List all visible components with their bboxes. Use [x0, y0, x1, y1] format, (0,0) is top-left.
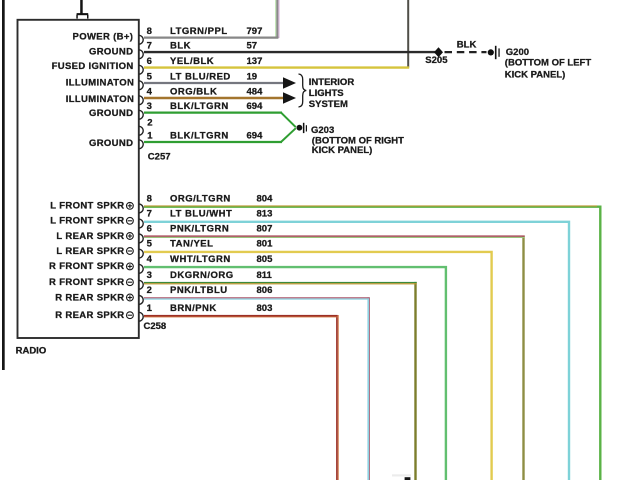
svg-text:PNK/LTGRN: PNK/LTGRN — [170, 224, 229, 235]
svg-text:POWER (B+): POWER (B+) — [73, 32, 134, 43]
svg-text:8: 8 — [147, 194, 152, 205]
svg-text:L FRONT SPKR: L FRONT SPKR — [50, 201, 124, 212]
svg-text:813: 813 — [257, 209, 273, 220]
svg-text:805: 805 — [257, 254, 274, 265]
svg-text:(BOTTOM OF RIGHT: (BOTTOM OF RIGHT — [312, 135, 404, 146]
svg-text:3: 3 — [147, 270, 152, 281]
svg-text:PNK/LTBLU: PNK/LTBLU — [170, 285, 228, 296]
svg-text:1: 1 — [147, 303, 153, 314]
svg-text:G203: G203 — [311, 125, 334, 136]
svg-text:R FRONT SPKR: R FRONT SPKR — [49, 261, 124, 272]
svg-text:R FRONT SPKR: R FRONT SPKR — [49, 277, 124, 288]
svg-text:BLK/LTGRN: BLK/LTGRN — [170, 101, 229, 112]
svg-text:ORG/BLK: ORG/BLK — [170, 87, 217, 98]
svg-text:LTGRN/PPL: LTGRN/PPL — [170, 26, 228, 37]
svg-text:R REAR SPKR: R REAR SPKR — [55, 310, 124, 321]
svg-text:L FRONT SPKR: L FRONT SPKR — [50, 216, 124, 227]
svg-text:8: 8 — [147, 26, 152, 37]
svg-text:801: 801 — [257, 239, 274, 250]
svg-text:3: 3 — [147, 101, 152, 112]
svg-text:INTERIOR: INTERIOR — [309, 77, 355, 88]
svg-text:806: 806 — [257, 285, 273, 296]
svg-text:FUSED IGNITION: FUSED IGNITION — [52, 61, 134, 72]
svg-text:GROUND: GROUND — [89, 46, 133, 57]
svg-text:803: 803 — [257, 303, 273, 314]
svg-text:57: 57 — [247, 41, 258, 52]
svg-text:694: 694 — [247, 101, 264, 112]
svg-text:(BOTTOM OF LEFT: (BOTTOM OF LEFT — [505, 58, 592, 69]
svg-text:WHT/LTGRN: WHT/LTGRN — [170, 254, 231, 265]
svg-text:L REAR SPKR: L REAR SPKR — [56, 231, 124, 242]
svg-text:S205: S205 — [425, 55, 448, 66]
svg-text:ILLUMINATON: ILLUMINATON — [66, 77, 134, 88]
svg-text:GROUND: GROUND — [89, 138, 133, 149]
svg-text:2: 2 — [147, 118, 152, 129]
svg-text:4: 4 — [147, 87, 153, 98]
svg-text:SYSTEM: SYSTEM — [309, 99, 348, 110]
svg-text:797: 797 — [247, 26, 263, 37]
svg-text:7: 7 — [147, 209, 152, 220]
svg-text:TAN/YEL: TAN/YEL — [170, 239, 213, 250]
svg-text:R REAR SPKR: R REAR SPKR — [55, 292, 124, 303]
svg-text:BLK: BLK — [170, 41, 191, 52]
svg-text:804: 804 — [257, 194, 274, 205]
svg-text:4: 4 — [147, 254, 153, 265]
svg-text:19: 19 — [247, 72, 258, 83]
svg-text:DKGRN/ORG: DKGRN/ORG — [170, 270, 234, 281]
svg-text:2: 2 — [147, 285, 152, 296]
svg-text:LT BLU/RED: LT BLU/RED — [170, 72, 231, 83]
svg-text:7: 7 — [147, 41, 152, 52]
svg-text:6: 6 — [147, 224, 152, 235]
svg-text:LT BLU/WHT: LT BLU/WHT — [170, 209, 232, 220]
svg-text:BLK/LTGRN: BLK/LTGRN — [170, 131, 229, 142]
svg-text:137: 137 — [247, 56, 263, 67]
svg-text:BLK: BLK — [457, 40, 477, 51]
svg-text:KICK PANEL): KICK PANEL) — [312, 145, 373, 156]
svg-text:RADIO: RADIO — [16, 345, 47, 356]
svg-text:LIGHTS: LIGHTS — [309, 88, 344, 99]
svg-text:BRN/PNK: BRN/PNK — [170, 303, 217, 314]
svg-text:YEL/BLK: YEL/BLK — [170, 56, 214, 67]
svg-text:6: 6 — [147, 56, 152, 67]
svg-text:C258: C258 — [144, 321, 167, 332]
svg-text:5: 5 — [147, 239, 153, 250]
svg-text:811: 811 — [257, 270, 273, 281]
svg-text:KICK PANEL): KICK PANEL) — [505, 69, 566, 80]
svg-text:G200: G200 — [506, 47, 529, 58]
svg-text:ORG/LTGRN: ORG/LTGRN — [170, 194, 231, 205]
svg-text:694: 694 — [247, 131, 264, 142]
svg-text:C257: C257 — [148, 151, 171, 162]
svg-text:807: 807 — [257, 224, 273, 235]
svg-text:484: 484 — [247, 87, 264, 98]
svg-text:L REAR SPKR: L REAR SPKR — [56, 246, 124, 257]
svg-text:GROUND: GROUND — [89, 108, 133, 119]
svg-text:1: 1 — [147, 131, 153, 142]
svg-text:ILLUMINATON: ILLUMINATON — [66, 94, 134, 105]
svg-text:5: 5 — [147, 72, 153, 83]
